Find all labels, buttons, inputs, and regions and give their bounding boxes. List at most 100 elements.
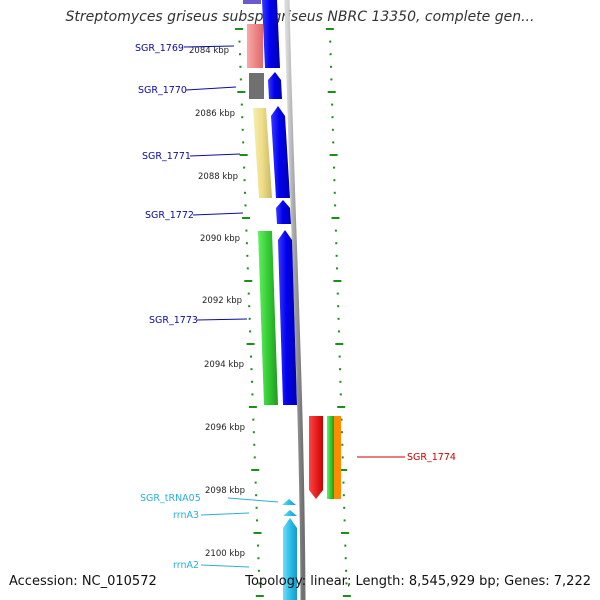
scale-label-2100: 2100 kbp bbox=[205, 549, 245, 559]
cds-arrow-sgr1773[interactable] bbox=[278, 230, 297, 405]
leader-line-sgr1769 bbox=[183, 45, 235, 48]
ruler-minor-tick bbox=[256, 519, 259, 522]
gene-label-rrna2[interactable]: rrnA2 bbox=[173, 560, 199, 571]
ruler-minor-tick bbox=[339, 380, 342, 383]
ruler-major-tick bbox=[333, 280, 342, 282]
scale-label-2090: 2090 kbp bbox=[200, 234, 240, 244]
accession-text: Accession: NC_010572 bbox=[9, 574, 157, 589]
gene-label-sgr-trna05[interactable]: SGR_tRNA05 bbox=[140, 493, 201, 504]
ruler-minor-tick bbox=[331, 116, 334, 119]
ruler-minor-tick bbox=[240, 103, 243, 106]
ruler-minor-tick bbox=[329, 53, 332, 56]
gene-label-rrna3[interactable]: rrnA3 bbox=[173, 510, 199, 521]
ruler-minor-tick bbox=[248, 317, 251, 320]
ruler-minor-tick bbox=[251, 393, 254, 396]
ruler-minor-tick bbox=[336, 292, 339, 295]
ruler-minor-tick bbox=[340, 418, 343, 421]
ruler-major-tick bbox=[253, 532, 262, 534]
gene-label-sgr1772[interactable]: SGR_1772 bbox=[145, 210, 194, 221]
ruler-minor-tick bbox=[249, 330, 252, 333]
ruler-minor-tick bbox=[239, 65, 242, 68]
trna-arrow-sgr-trna05[interactable] bbox=[282, 499, 296, 505]
leader-line-sgr-trna05 bbox=[227, 497, 279, 503]
ruler-minor-tick bbox=[343, 519, 346, 522]
ruler-minor-tick bbox=[344, 544, 347, 547]
ruler-major-tick bbox=[340, 532, 349, 534]
cog-bar-sgr1770[interactable] bbox=[249, 73, 264, 99]
ruler-minor-tick bbox=[248, 305, 251, 308]
ruler-minor-tick bbox=[329, 65, 332, 68]
cds-arrow-sgr1770[interactable] bbox=[268, 72, 282, 99]
scale-label-2088: 2088 kbp bbox=[198, 172, 238, 182]
ruler-minor-tick bbox=[238, 53, 241, 56]
ruler-minor-tick bbox=[258, 582, 261, 585]
ruler-minor-tick bbox=[246, 267, 249, 270]
ruler-minor-tick bbox=[243, 179, 246, 182]
rrna-arrow-rrna3[interactable] bbox=[283, 510, 297, 516]
cds-arrow-sgr1771[interactable] bbox=[271, 106, 290, 198]
ruler-major-tick bbox=[339, 469, 348, 471]
ruler-minor-tick bbox=[343, 506, 346, 509]
gene-label-sgr1770[interactable]: SGR_1770 bbox=[138, 85, 187, 96]
scale-label-2092: 2092 kbp bbox=[202, 296, 242, 306]
ruler-minor-tick bbox=[335, 254, 338, 257]
ruler-minor-tick bbox=[250, 355, 253, 358]
ruler-major-tick bbox=[331, 217, 340, 219]
ruler-major-tick bbox=[241, 217, 250, 219]
leader-line-sgr1773 bbox=[196, 318, 248, 321]
gene-label-sgr1773[interactable]: SGR_1773 bbox=[149, 315, 198, 326]
ruler-minor-tick bbox=[344, 557, 347, 560]
genome-stats-text: Topology: linear; Length: 8,545,929 bp; … bbox=[245, 574, 591, 589]
ruler-minor-tick bbox=[241, 116, 244, 119]
ruler-minor-tick bbox=[340, 431, 343, 434]
ruler-minor-tick bbox=[335, 242, 338, 245]
ruler-minor-tick bbox=[255, 506, 258, 509]
ruler-minor-tick bbox=[332, 166, 335, 169]
cog-bar-sgr1774-green[interactable] bbox=[327, 416, 334, 499]
cds-arrow-sgr1772[interactable] bbox=[276, 200, 291, 224]
cds-arrow-sgr1774[interactable] bbox=[309, 416, 323, 499]
scale-label-2096: 2096 kbp bbox=[205, 423, 245, 433]
ruler-minor-tick bbox=[329, 40, 332, 43]
ruler-major-tick bbox=[244, 280, 253, 282]
ruler-minor-tick bbox=[242, 141, 245, 144]
cog-bar-sgr1773[interactable] bbox=[258, 231, 278, 405]
scale-label-2094: 2094 kbp bbox=[204, 360, 244, 370]
leader-line-sgr1770 bbox=[185, 86, 237, 91]
rrna-arrow-rrna2[interactable] bbox=[283, 518, 297, 600]
ruler-minor-tick bbox=[247, 292, 250, 295]
leader-line-sgr1771 bbox=[189, 153, 241, 157]
ruler-major-tick bbox=[335, 343, 344, 345]
gene-label-sgr1771[interactable]: SGR_1771 bbox=[142, 151, 191, 162]
ruler-minor-tick bbox=[337, 330, 340, 333]
ruler-major-tick bbox=[239, 154, 248, 156]
cog-bar-sgr1769[interactable] bbox=[247, 24, 263, 68]
cog-bar-sgr1774-orange[interactable] bbox=[334, 416, 341, 499]
ruler-minor-tick bbox=[244, 204, 247, 207]
ruler-minor-tick bbox=[245, 242, 248, 245]
scale-label-2084: 2084 kbp bbox=[189, 46, 229, 56]
ruler-minor-tick bbox=[339, 368, 342, 371]
ruler-minor-tick bbox=[334, 229, 337, 232]
ruler-minor-tick bbox=[254, 481, 257, 484]
cds-arrow-sgr1769[interactable] bbox=[262, 0, 280, 68]
ruler-minor-tick bbox=[250, 380, 253, 383]
gene-fragment-top[interactable] bbox=[243, 0, 261, 4]
cog-bar-sgr1771[interactable] bbox=[253, 108, 272, 198]
ruler-minor-tick bbox=[241, 128, 244, 131]
leader-line-rrna3 bbox=[200, 512, 250, 516]
ruler-major-tick bbox=[248, 406, 257, 408]
ruler-minor-tick bbox=[257, 557, 260, 560]
ruler-minor-tick bbox=[245, 229, 248, 232]
ruler-major-tick bbox=[327, 91, 336, 93]
ruler-minor-tick bbox=[331, 128, 334, 131]
gene-label-sgr1774[interactable]: SGR_1774 bbox=[407, 452, 456, 463]
gene-label-sgr1769[interactable]: SGR_1769 bbox=[135, 43, 184, 54]
ruler-minor-tick bbox=[256, 544, 259, 547]
ruler-minor-tick bbox=[239, 78, 242, 81]
ruler-minor-tick bbox=[333, 191, 336, 194]
ruler-minor-tick bbox=[345, 582, 348, 585]
ruler-major-tick bbox=[251, 469, 260, 471]
ruler-minor-tick bbox=[252, 418, 255, 421]
